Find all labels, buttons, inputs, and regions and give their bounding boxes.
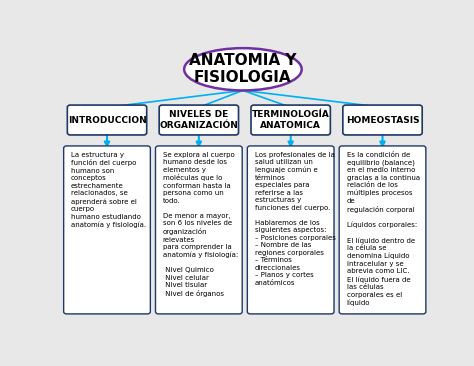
FancyBboxPatch shape	[343, 105, 422, 135]
Text: ANATOMIA Y
FISIOLOGIA: ANATOMIA Y FISIOLOGIA	[189, 53, 297, 86]
FancyBboxPatch shape	[155, 146, 242, 314]
FancyBboxPatch shape	[251, 105, 330, 135]
Text: TERMINOLOGÍA
ANATOMICA: TERMINOLOGÍA ANATOMICA	[252, 110, 329, 130]
FancyBboxPatch shape	[339, 146, 426, 314]
Text: Se explora al cuerpo
humano desde los
elementos y
moléculas que lo
conforman has: Se explora al cuerpo humano desde los el…	[163, 152, 238, 297]
Text: Es la condición de
equilibrio (balance)
en el medio interno
gracias a la continu: Es la condición de equilibrio (balance) …	[346, 152, 419, 306]
Text: Los profesionales de la
salud utilizan un
lenguaje común e
términos
especiales p: Los profesionales de la salud utilizan u…	[255, 152, 336, 286]
Text: INTRODUCCION: INTRODUCCION	[68, 116, 146, 124]
Text: La estructura y
función del cuerpo
humano son
conceptos
estrechamente
relacionad: La estructura y función del cuerpo human…	[71, 152, 146, 228]
Text: NIVELES DE
ORGANIZACIÓN: NIVELES DE ORGANIZACIÓN	[159, 110, 238, 130]
FancyBboxPatch shape	[247, 146, 334, 314]
Text: HOMEOSTASIS: HOMEOSTASIS	[346, 116, 419, 124]
FancyBboxPatch shape	[67, 105, 146, 135]
FancyBboxPatch shape	[159, 105, 238, 135]
Ellipse shape	[184, 48, 301, 90]
FancyBboxPatch shape	[64, 146, 150, 314]
